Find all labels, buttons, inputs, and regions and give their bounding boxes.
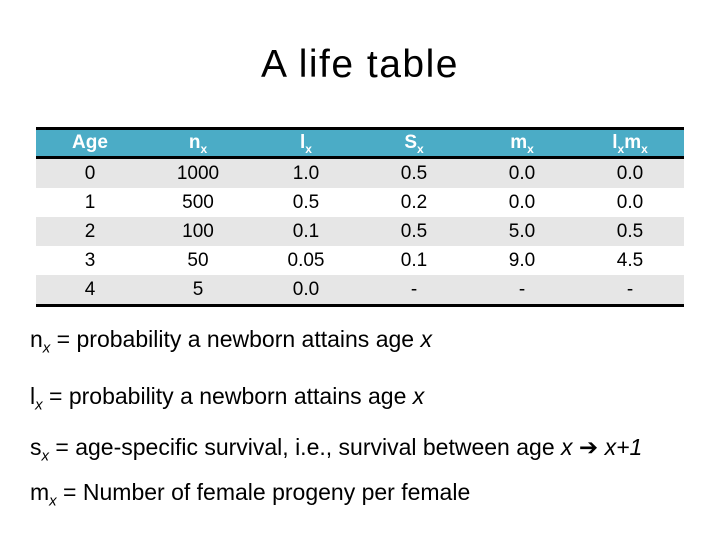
cell: 9.0	[508, 249, 536, 271]
cell: 4	[84, 278, 96, 300]
cell: 0.1	[400, 249, 428, 271]
table-row: 1 500 0.5 0.2 0.0 0.0	[36, 188, 684, 217]
table-row: 4 5 0.0 - - -	[36, 275, 684, 306]
note-text: = probability a newborn attains age	[42, 383, 413, 409]
cell: 1.0	[292, 162, 320, 184]
column-header-sx: Sx	[360, 128, 468, 159]
note-symbol: l	[30, 383, 36, 409]
note-subscript: x	[49, 492, 57, 510]
cell: 0	[84, 162, 96, 184]
cell: 0.1	[292, 220, 320, 242]
definition-line-lx: lx = probability a newborn attains age x	[30, 382, 425, 413]
cell: 0.0	[508, 162, 536, 184]
cell: 0.0	[616, 191, 644, 213]
note-subscript: x	[41, 447, 50, 465]
column-header-lxmx: lxmx	[576, 128, 684, 159]
cell: 0.5	[292, 191, 320, 213]
note-subscript: x	[42, 339, 51, 357]
note-variable: x	[420, 326, 432, 352]
cell: 0.5	[616, 220, 644, 242]
definition-line-sx: sx = age-specific survival, i.e., surviv…	[30, 433, 643, 464]
table-row: 2 100 0.1 0.5 5.0 0.5	[36, 217, 684, 246]
cell: 0.2	[400, 191, 428, 213]
cell: 500	[182, 191, 214, 213]
cell: 0.0	[292, 278, 320, 300]
right-arrow-icon: ➔	[572, 434, 605, 460]
table-row: 3 50 0.05 0.1 9.0 4.5	[36, 246, 684, 275]
note-variable: x	[412, 383, 425, 409]
column-header-nx: nx	[144, 128, 252, 159]
cell: 0.5	[400, 162, 428, 184]
cell: -	[518, 278, 526, 300]
column-header-age: Age	[36, 128, 144, 159]
cell: 0.0	[616, 162, 644, 184]
cell: 50	[187, 249, 209, 271]
note-symbol: n	[30, 326, 43, 352]
column-header-mx: mx	[468, 128, 576, 159]
cell: 1000	[176, 162, 220, 184]
note-variable: x	[561, 434, 573, 460]
definition-line-nx: nx = probability a newborn attains age x	[30, 325, 432, 356]
note-text: = age-specific survival, i.e., survival …	[49, 434, 561, 460]
life-table: Age nx lx Sx mx lxmx 0 1000 1.0 0.5 0.0 …	[36, 127, 684, 307]
cell: 3	[84, 249, 96, 271]
cell: 0.0	[508, 191, 536, 213]
note-text: = Number of female progeny per female	[56, 479, 471, 505]
table-header-row: Age nx lx Sx mx lxmx	[36, 128, 684, 159]
note-symbol: s	[30, 434, 42, 460]
column-header-lx: lx	[252, 128, 360, 159]
table-row: 0 1000 1.0 0.5 0.0 0.0	[36, 157, 684, 188]
slide-title: A life table	[261, 43, 459, 86]
definition-line-mx: mx = Number of female progeny per female	[30, 478, 471, 509]
note-variable: x+1	[604, 434, 643, 460]
note-symbol: m	[30, 479, 50, 505]
cell: 5.0	[508, 220, 536, 242]
note-subscript: x	[35, 396, 43, 414]
note-text: = probability a newborn attains age	[50, 326, 421, 352]
cell: -	[626, 278, 634, 300]
cell: 0.5	[400, 220, 428, 242]
cell: 1	[84, 191, 96, 213]
cell: 5	[192, 278, 204, 300]
cell: -	[410, 278, 418, 300]
cell: 0.05	[287, 249, 325, 271]
cell: 2	[84, 220, 96, 242]
cell: 100	[182, 220, 214, 242]
cell: 4.5	[616, 249, 644, 271]
